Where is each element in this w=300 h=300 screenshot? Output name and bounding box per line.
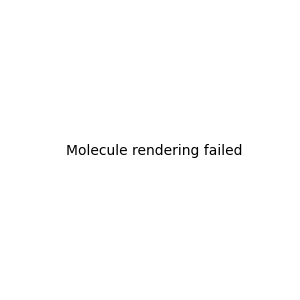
Text: Molecule rendering failed: Molecule rendering failed bbox=[65, 145, 242, 158]
